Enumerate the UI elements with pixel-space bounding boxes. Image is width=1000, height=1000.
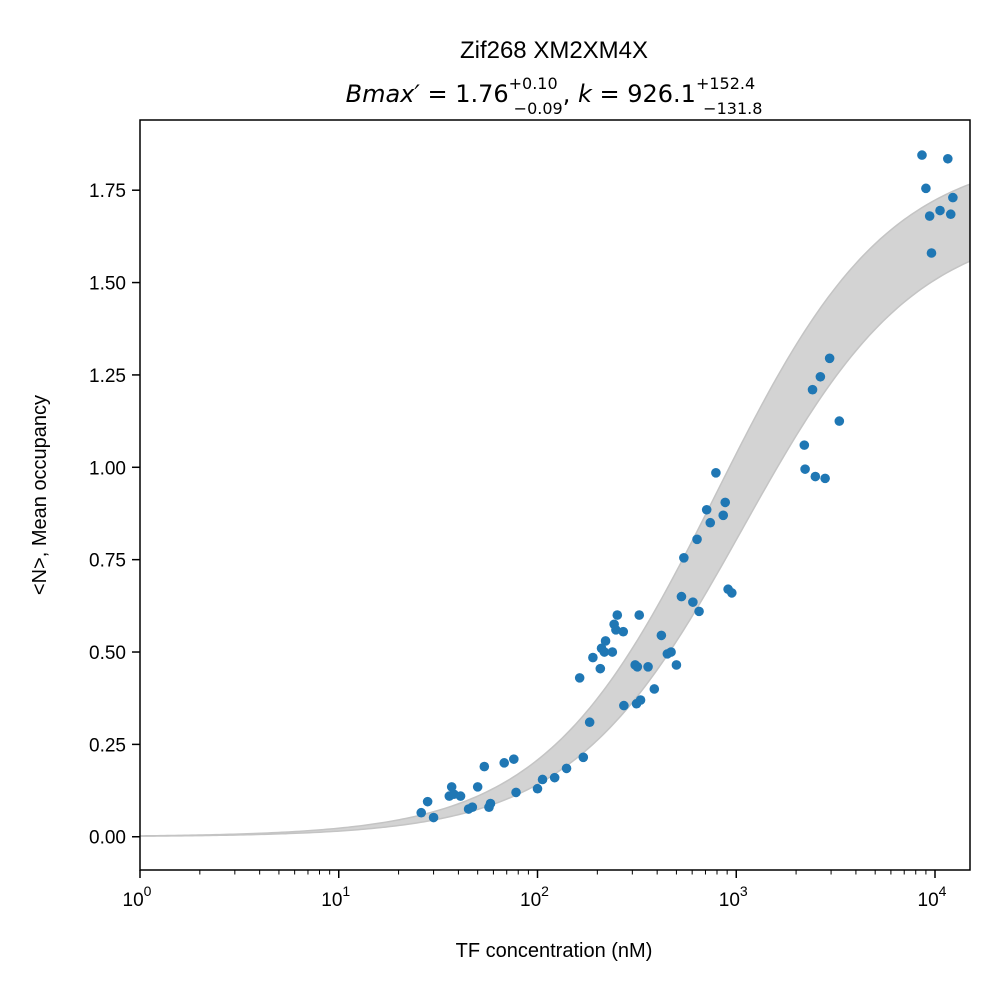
data-point [607,647,618,657]
data-point [935,205,945,216]
data-point [834,416,845,426]
plot-area [140,150,970,837]
k-label: k [578,80,593,108]
data-point [618,626,629,637]
data-point [635,695,646,705]
data-point [727,588,737,598]
data-point [599,647,610,657]
data-point [446,782,457,792]
data-point [666,647,676,657]
data-point [578,752,589,763]
x-tick-label: 102 [520,883,549,911]
data-point [815,371,826,382]
data-point [499,758,510,768]
data-point [643,662,653,672]
y-tick-label: 1.75 [89,181,126,202]
data-point [917,150,927,160]
plot-frame [139,119,971,871]
data-point [921,183,931,194]
data-point [634,610,645,620]
data-point [671,660,682,670]
data-point [467,802,478,812]
data-point [810,471,821,482]
data-point [632,662,643,672]
data-point [679,553,689,563]
y-tick-label: 0.25 [89,735,126,756]
data-point [711,468,721,478]
y-axis-label: <N>, Mean occupancy [29,395,51,595]
data-point [428,812,439,823]
data-point [595,663,606,674]
x-tick-label: 101 [321,883,350,911]
data-point [600,636,611,646]
data-point [537,774,548,785]
data-point [649,684,660,694]
y-tick-label: 1.25 [89,366,126,387]
y-tick-label: 0.75 [89,551,126,572]
data-point [694,606,704,617]
chart-title: Zif268 XM2XM4X [460,37,648,64]
k-plus: +152.4 [696,74,755,93]
bmax-minus: −0.09 [514,99,563,118]
data-point [676,591,687,602]
data-point [807,384,818,395]
data-point [509,754,519,764]
k-minus: −131.8 [703,99,762,118]
data-point [800,464,810,474]
data-point [799,440,810,450]
data-point [612,610,623,620]
data-point [584,717,595,728]
data-point [824,353,835,364]
bmax-label: Bmax′ [346,80,421,108]
data-point [472,782,483,792]
data-point [945,209,956,220]
data-point [948,192,958,203]
data-point [820,473,830,484]
y-tick-label: 0.50 [89,643,126,664]
x-tick-label: 103 [719,883,748,911]
k-value: 926.1 [627,80,696,108]
data-point [688,597,698,607]
data-point [701,504,712,515]
x-tick-label: 100 [123,883,152,911]
data-point [924,211,935,221]
data-point [718,510,729,521]
data-point [561,763,572,774]
data-point [926,248,937,258]
data-point [705,517,716,528]
data-point [656,630,667,641]
data-point [588,652,598,663]
bmax-plus: +0.10 [509,74,558,93]
data-point [485,798,496,809]
data-point [943,153,953,164]
data-point [422,796,433,807]
data-point [574,673,585,683]
y-tick-label: 0.00 [89,828,126,849]
data-point [511,787,521,798]
data-point [455,791,466,801]
x-tick-label: 104 [918,883,947,911]
bmax-value: 1.76 [455,80,508,108]
axes: 100 101 102 103 104 0.00 0.25 0.50 0.75 1.00 1.25 1… [89,119,971,911]
data-point [532,783,543,794]
chart-subtitle: Bmax′ = 1.76+0.10 −0.09, k = 926.1+152.4−… [346,74,763,118]
data-point [549,772,560,783]
data-point [416,807,427,818]
data-point [720,497,731,508]
y-tick-label: 1.50 [89,274,126,295]
y-tick-label: 1.00 [89,458,126,479]
data-point [619,700,629,711]
x-axis-label: TF concentration (nM) [456,940,653,962]
data-point [611,625,621,635]
plot-content [140,150,970,837]
data-point [692,534,702,545]
data-point [479,761,490,772]
